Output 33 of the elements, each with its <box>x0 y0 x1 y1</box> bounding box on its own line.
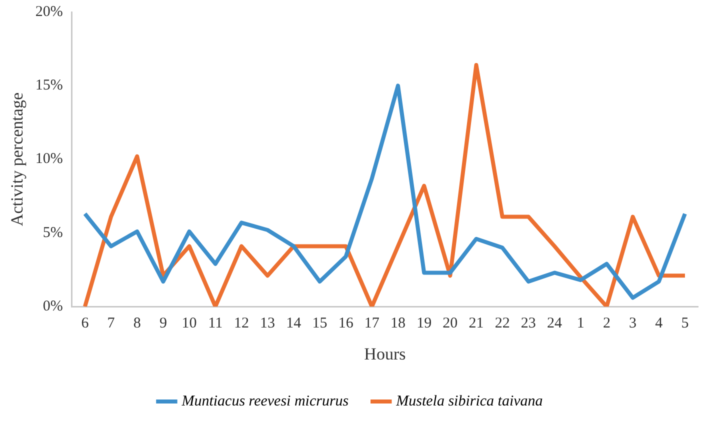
x-tick-label: 10 <box>182 316 197 332</box>
legend-label: Muntiacus reevesi micrurus <box>180 393 349 410</box>
y-tick-label: 15% <box>35 78 63 94</box>
y-axis-title: Activity percentage <box>8 92 27 226</box>
y-tick-label: 20% <box>35 4 63 20</box>
x-tick-label: 11 <box>208 316 223 332</box>
x-tick-label: 24 <box>547 316 563 332</box>
x-tick-label: 5 <box>681 316 689 332</box>
x-tick-label: 17 <box>364 316 380 332</box>
y-tick-label: 5% <box>42 224 63 241</box>
x-tick-label: 4 <box>655 316 664 332</box>
y-tick-label: 0% <box>42 298 63 315</box>
x-tick-label: 20 <box>442 316 458 332</box>
x-tick-label: 12 <box>234 316 249 332</box>
x-tick-label: 16 <box>338 316 354 332</box>
x-tick-label: 14 <box>286 316 302 332</box>
x-tick-label: 1 <box>576 316 584 332</box>
x-tick-label: 19 <box>416 316 432 332</box>
x-axis-title: Hours <box>364 344 406 364</box>
x-tick-label: 6 <box>81 316 90 332</box>
x-tick-label: 7 <box>107 316 116 332</box>
x-tick-label: 13 <box>260 316 276 332</box>
x-tick-label: 8 <box>133 316 141 332</box>
x-tick-label: 9 <box>159 316 167 332</box>
y-tick-label: 10% <box>35 151 63 168</box>
x-tick-label: 21 <box>468 316 484 332</box>
x-tick-label: 15 <box>312 316 328 332</box>
x-tick-label: 3 <box>629 316 637 332</box>
x-tick-label: 2 <box>602 316 610 332</box>
x-tick-label: 23 <box>520 316 536 332</box>
legend-label: Mustela sibirica taivana <box>395 393 543 410</box>
x-tick-label: 22 <box>494 316 510 332</box>
x-tick-label: 18 <box>390 316 406 332</box>
